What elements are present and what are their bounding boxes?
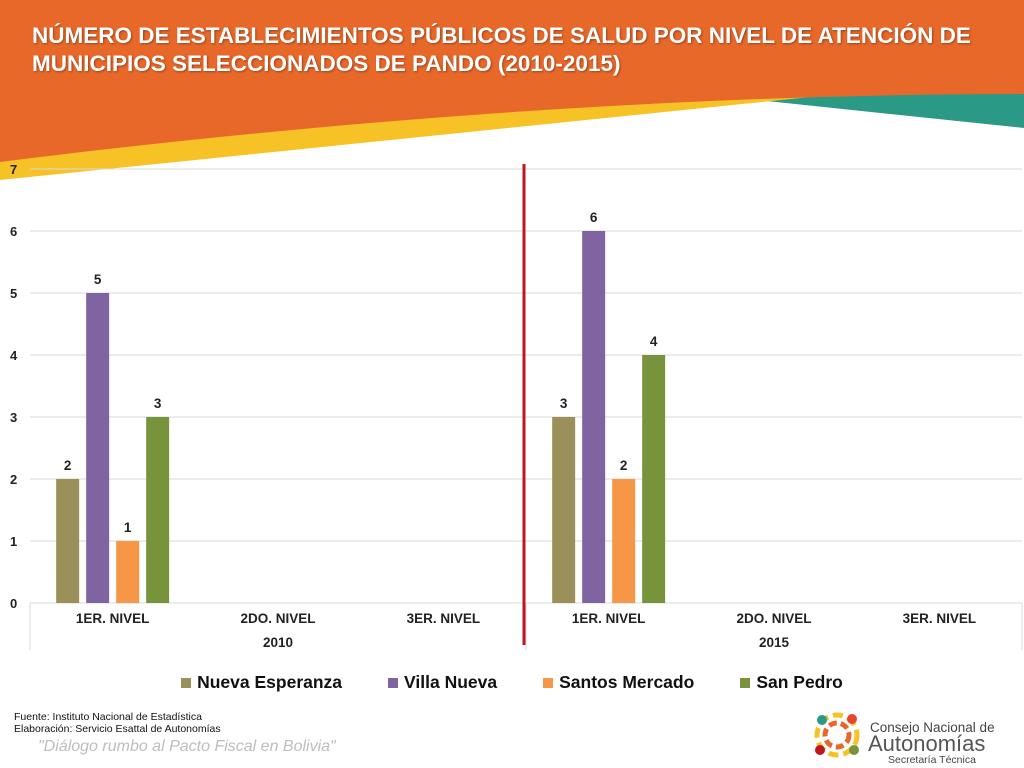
legend-swatch [543, 677, 554, 688]
category-label: 2DO. NIVEL [240, 611, 315, 626]
y-tick-label: 6 [10, 224, 17, 239]
legend-swatch [181, 677, 192, 688]
bar-villa-nueva [86, 293, 110, 603]
legend-item-san-pedro: San Pedro [740, 672, 843, 693]
logo-line-1: Consejo Nacional de [870, 720, 995, 735]
y-tick-label: 5 [10, 286, 17, 301]
bar-santos-mercado [612, 479, 636, 603]
header-teal-stripe [700, 92, 1024, 128]
legend-swatch [388, 677, 399, 688]
legend-swatch [740, 677, 751, 688]
source-text: Fuente: Instituto Nacional de Estadístic… [14, 711, 202, 723]
data-label: 5 [94, 272, 102, 287]
data-label: 2 [620, 458, 628, 473]
bar-san-pedro [642, 355, 666, 603]
header-orange-band [0, 0, 1024, 162]
footer-slogan: "Diálogo rumbo al Pacto Fiscal en Bolivi… [38, 738, 336, 755]
legend-label: Santos Mercado [559, 672, 695, 692]
legend-item-santos-mercado: Santos Mercado [543, 672, 694, 693]
bar-villa-nueva [582, 231, 606, 603]
data-label: 3 [560, 396, 568, 411]
data-label: 3 [154, 396, 162, 411]
logo: Consejo Nacional de Autonomías Secretarí… [808, 706, 1008, 766]
category-label: 1ER. NIVEL [76, 611, 150, 626]
chart-legend: Nueva Esperanza Villa Nueva Santos Merca… [0, 672, 1024, 693]
elaboration-text: Elaboración: Servicio Esattal de Autonom… [14, 723, 221, 735]
logo-icon [814, 712, 860, 758]
bar-santos-mercado [116, 541, 140, 603]
header-yellow-stripe [0, 96, 820, 180]
group-label: 2015 [759, 635, 790, 650]
y-tick-label: 0 [10, 596, 17, 611]
logo-line-3: Secretaría Técnica [888, 754, 976, 766]
legend-item-nueva-esperanza: Nueva Esperanza [181, 672, 342, 693]
bar-san-pedro [146, 417, 170, 603]
legend-label: San Pedro [756, 672, 843, 692]
category-label: 1ER. NIVEL [572, 611, 646, 626]
category-label: 3ER. NIVEL [903, 611, 977, 626]
data-label: 4 [650, 334, 658, 349]
legend-label: Nueva Esperanza [197, 672, 343, 692]
chart-title: NÚMERO DE ESTABLECIMIENTOS PÚBLICOS DE S… [32, 23, 971, 76]
data-label: 2 [64, 458, 72, 473]
y-tick-label: 1 [10, 534, 17, 549]
logo-line-2: Autonomías [868, 731, 986, 756]
footer-source: Fuente: Instituto Nacional de Estadístic… [14, 711, 221, 735]
legend-label: Villa Nueva [404, 672, 498, 692]
y-tick-label: 4 [10, 348, 18, 363]
group-label: 2010 [263, 635, 293, 650]
bar-chart: 0 1 2 3 4 5 6 7 2010 1ER. NIVEL 2 5 1 3 2DO. NIVEL 3ER.… [10, 162, 1023, 650]
category-label: 3ER. NIVEL [407, 611, 481, 626]
y-tick-label: 7 [10, 162, 17, 177]
data-label: 6 [590, 210, 598, 225]
bar-nueva-esperanza [56, 479, 80, 603]
data-label: 1 [124, 520, 132, 535]
bar-nueva-esperanza [552, 417, 576, 603]
legend-item-villa-nueva: Villa Nueva [388, 672, 497, 693]
y-tick-label: 2 [10, 472, 17, 487]
y-tick-label: 3 [10, 410, 17, 425]
header-banner [0, 0, 1024, 180]
category-label: 2DO. NIVEL [736, 611, 811, 626]
